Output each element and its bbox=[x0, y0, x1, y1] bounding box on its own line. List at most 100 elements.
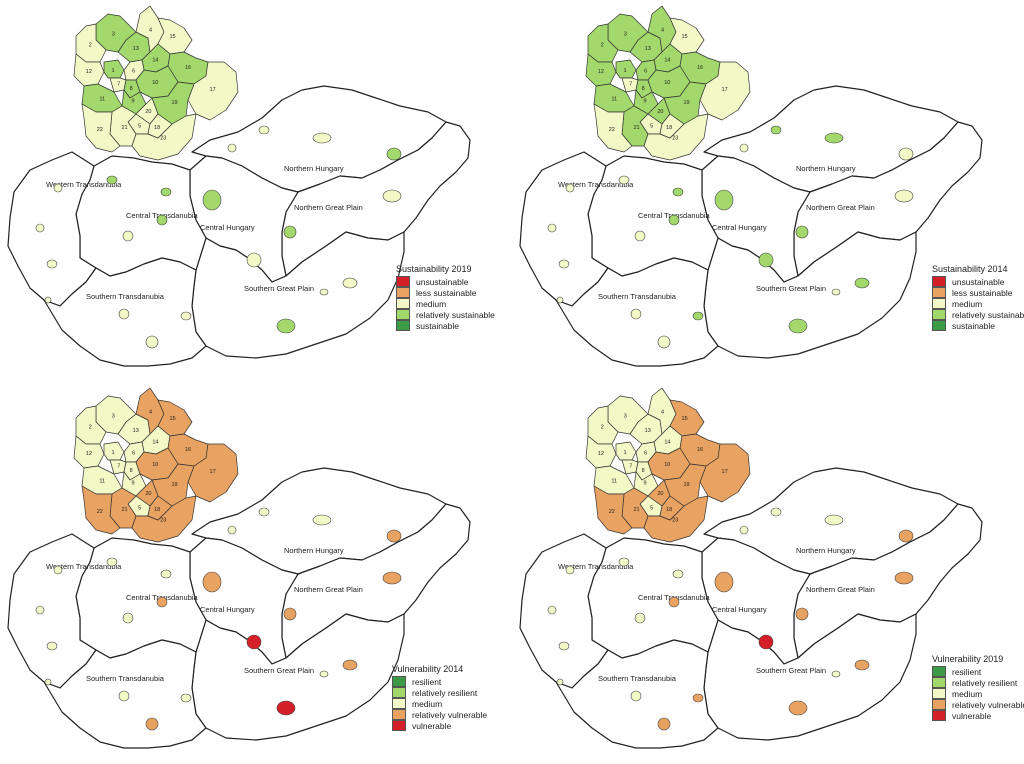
town-debrecen bbox=[894, 571, 914, 585]
town-hodmezovasarhely bbox=[319, 288, 329, 296]
district-18 bbox=[147, 113, 173, 139]
district-label-4: 4 bbox=[661, 28, 664, 34]
district-label-2: 2 bbox=[601, 424, 604, 430]
district-label-14: 14 bbox=[664, 440, 670, 446]
district-label-3: 3 bbox=[624, 414, 627, 420]
town-kecskemet bbox=[246, 634, 262, 650]
district-label-13: 13 bbox=[133, 428, 139, 434]
region-label-central-hungary: Central Hungary bbox=[712, 223, 767, 232]
town-szekesfehervar bbox=[156, 214, 168, 226]
district-label-4: 4 bbox=[661, 410, 664, 416]
district-label-20: 20 bbox=[657, 109, 663, 115]
district-label-11: 11 bbox=[99, 96, 105, 102]
district-label-18: 18 bbox=[154, 507, 160, 513]
town-pecs bbox=[657, 717, 671, 731]
district-label-22: 22 bbox=[97, 127, 103, 133]
town-gyor bbox=[618, 175, 630, 185]
district-17 bbox=[699, 61, 751, 121]
town-sopron bbox=[53, 565, 63, 575]
district-18 bbox=[147, 495, 173, 521]
district-label-18: 18 bbox=[666, 507, 672, 513]
district-label-9: 9 bbox=[131, 99, 134, 105]
legend-label: sustainable bbox=[952, 320, 996, 331]
district-label-6: 6 bbox=[644, 450, 647, 456]
town-zalaegerszeg bbox=[46, 641, 58, 651]
legend-label: medium bbox=[952, 688, 983, 699]
region-label-northern-hungary: Northern Hungary bbox=[796, 164, 856, 173]
town-debrecen bbox=[382, 571, 402, 585]
legend-label: relatively resilient bbox=[952, 677, 1018, 688]
district-label-19: 19 bbox=[171, 100, 177, 106]
town-pecs bbox=[145, 717, 159, 731]
town-szombathely bbox=[35, 605, 45, 615]
legend-label: vulnerable bbox=[412, 720, 452, 731]
region-label-central-hungary: Central Hungary bbox=[200, 223, 255, 232]
legend: Vulnerability 2019 resilient relatively re… bbox=[932, 654, 1024, 721]
legend-swatch bbox=[392, 687, 406, 698]
district-label-3: 3 bbox=[624, 32, 627, 38]
legend-swatch bbox=[396, 309, 410, 320]
town-hodmezovasarhely bbox=[831, 670, 841, 678]
town-veszprem bbox=[634, 230, 646, 242]
legend-swatch bbox=[392, 720, 406, 731]
town-nyiregyhaza bbox=[898, 529, 914, 543]
town-miskolc bbox=[312, 514, 332, 526]
district-12 bbox=[585, 53, 617, 87]
town-bekescsaba bbox=[854, 277, 870, 289]
district-label-7: 7 bbox=[629, 464, 632, 470]
district-label-2: 2 bbox=[89, 42, 92, 48]
district-17 bbox=[187, 443, 239, 503]
town-szekszard bbox=[692, 311, 704, 321]
legend-swatch bbox=[932, 688, 946, 699]
district-22 bbox=[81, 103, 121, 153]
district-label-4: 4 bbox=[149, 28, 152, 34]
legend-label: less sustainable bbox=[416, 287, 477, 298]
district-label-18: 18 bbox=[666, 125, 672, 131]
district-label-22: 22 bbox=[609, 509, 615, 515]
legend-label: medium bbox=[412, 698, 443, 709]
town-nagykanizsa bbox=[44, 296, 52, 304]
district-label-9: 9 bbox=[131, 481, 134, 487]
district-label-17: 17 bbox=[722, 87, 728, 93]
district-label-18: 18 bbox=[154, 125, 160, 131]
town-eger bbox=[770, 507, 782, 517]
district-label-9: 9 bbox=[643, 481, 646, 487]
region-label-central-hungary: Central Hungary bbox=[200, 605, 255, 614]
district-18 bbox=[659, 495, 685, 521]
town-budapest bbox=[202, 189, 222, 211]
region-label-southern-great-plain: Southern Great Plain bbox=[244, 666, 314, 675]
legend-item: unsustainable bbox=[396, 276, 495, 287]
district-label-1: 1 bbox=[623, 68, 626, 74]
town-tatabanya bbox=[672, 187, 684, 197]
town-kecskemet bbox=[246, 252, 262, 268]
district-label-23: 23 bbox=[672, 136, 678, 142]
district-18 bbox=[659, 113, 685, 139]
district-label-5: 5 bbox=[650, 124, 653, 130]
legend-item: medium bbox=[932, 688, 1024, 699]
town-budapest bbox=[714, 571, 734, 593]
district-label-15: 15 bbox=[681, 416, 687, 422]
region-label-northern-great-plain: Northern Great Plain bbox=[806, 203, 875, 212]
district-label-16: 16 bbox=[697, 65, 703, 71]
legend-title: Sustainability 2019 bbox=[396, 264, 472, 274]
legend-item: resilient bbox=[932, 666, 1024, 677]
map-svg: Northern Hungary Western Transdanubia Cent… bbox=[519, 5, 983, 367]
district-label-12: 12 bbox=[598, 451, 604, 457]
town-kecskemet bbox=[758, 252, 774, 268]
district-label-19: 19 bbox=[683, 482, 689, 488]
town-szolnok bbox=[795, 607, 809, 621]
town-kaposvar bbox=[118, 690, 130, 702]
town-miskolc bbox=[312, 132, 332, 144]
legend-swatch bbox=[392, 698, 406, 709]
legend-title: Sustainability 2014 bbox=[932, 264, 1008, 274]
town-hodmezovasarhely bbox=[831, 288, 841, 296]
legend-swatch bbox=[932, 309, 946, 320]
district-label-16: 16 bbox=[185, 447, 191, 453]
town-tatabanya bbox=[160, 569, 172, 579]
district-label-17: 17 bbox=[210, 469, 216, 475]
district-label-10: 10 bbox=[664, 462, 670, 468]
district-label-5: 5 bbox=[650, 506, 653, 512]
region-label-southern-transdanubia: Southern Transdanubia bbox=[598, 292, 677, 301]
town-hodmezovasarhely bbox=[319, 670, 329, 678]
legend-swatch bbox=[932, 699, 946, 710]
